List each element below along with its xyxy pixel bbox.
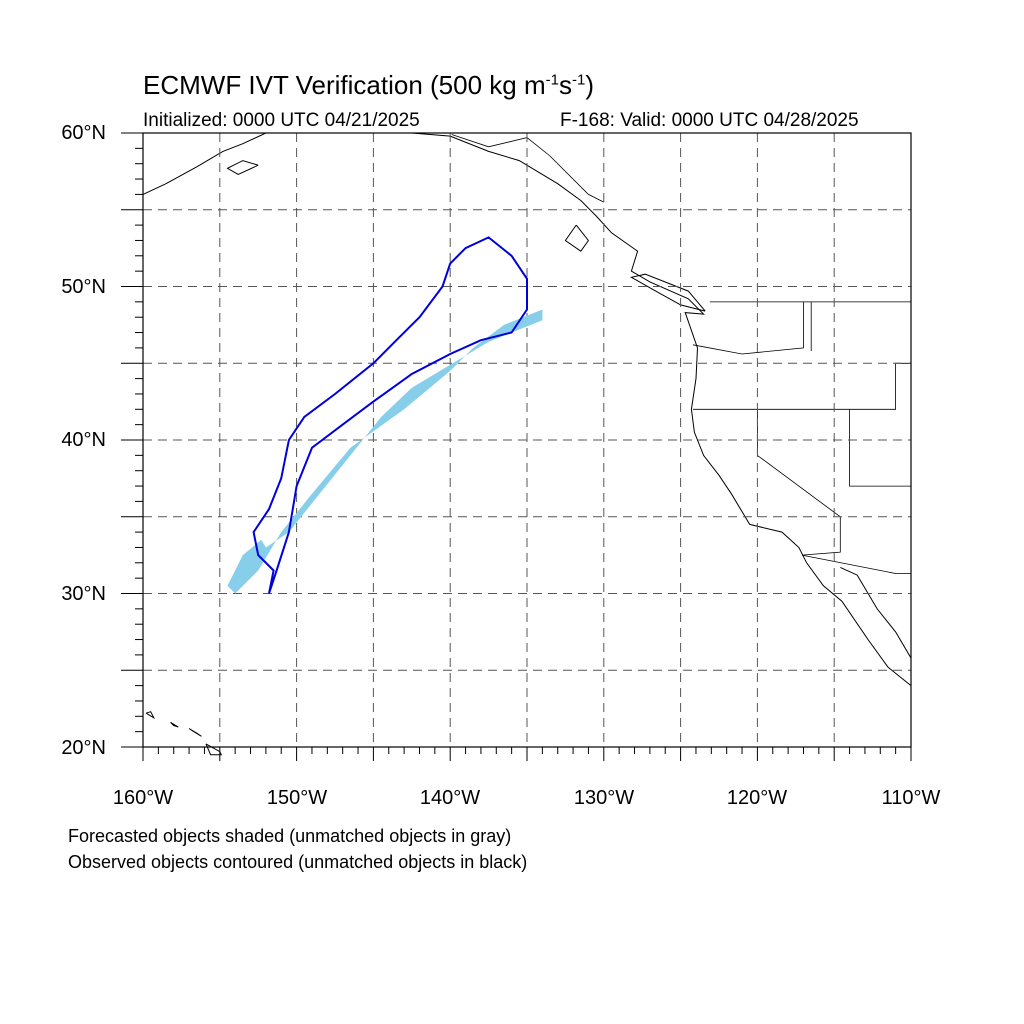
lat-label-20n: 20°N: [61, 737, 106, 759]
lon-label-150w: 150°W: [266, 787, 328, 809]
lat-lon-grid: [143, 133, 911, 747]
coastline-segment: [188, 728, 202, 737]
lat-label-60n: 60°N: [61, 122, 106, 144]
political-border: [801, 554, 911, 574]
lon-label-160w: 160°W: [112, 787, 174, 809]
lon-label-110w: 110°W: [881, 787, 941, 809]
political-border: [692, 301, 804, 355]
ivt-objects: [227, 236, 543, 594]
lon-label-140w: 140°W: [419, 787, 481, 809]
observed-object-contour: [252, 236, 528, 594]
axis-ticks: [121, 132, 912, 761]
coastline-segment: [226, 160, 259, 175]
political-border: [757, 409, 841, 556]
map-frame: [142, 132, 912, 748]
init-time-label: Initialized: 0000 UTC 04/21/2025: [143, 110, 420, 131]
figure-title: ECMWF IVT Verification (500 kg m-1s-1): [143, 70, 594, 100]
lon-label-130w: 130°W: [573, 787, 635, 809]
coastline-segment: [145, 711, 156, 720]
valid-time-label: F-168: Valid: 0000 UTC 04/28/2025: [560, 110, 859, 131]
caption-forecast: Forecasted objects shaded (unmatched obj…: [68, 826, 512, 846]
coastline-segment: [840, 566, 912, 660]
lat-label-50n: 50°N: [61, 276, 106, 298]
lon-label-120w: 120°W: [726, 787, 788, 809]
caption-observed: Observed objects contoured (unmatched ob…: [68, 852, 528, 872]
coastline-segment: [411, 132, 912, 686]
political-border: [451, 134, 604, 203]
coastline-segment: [170, 721, 179, 728]
coastline-segment: [564, 224, 590, 252]
political-border: [849, 409, 911, 487]
lat-label-40n: 40°N: [61, 429, 106, 451]
coastline-segment: [205, 743, 223, 756]
political-border: [692, 362, 911, 410]
coastline-segment: [630, 273, 706, 312]
coastline-segment: [142, 132, 267, 195]
lat-label-30n: 30°N: [61, 583, 106, 605]
forecast-object-shaded: [227, 309, 543, 594]
